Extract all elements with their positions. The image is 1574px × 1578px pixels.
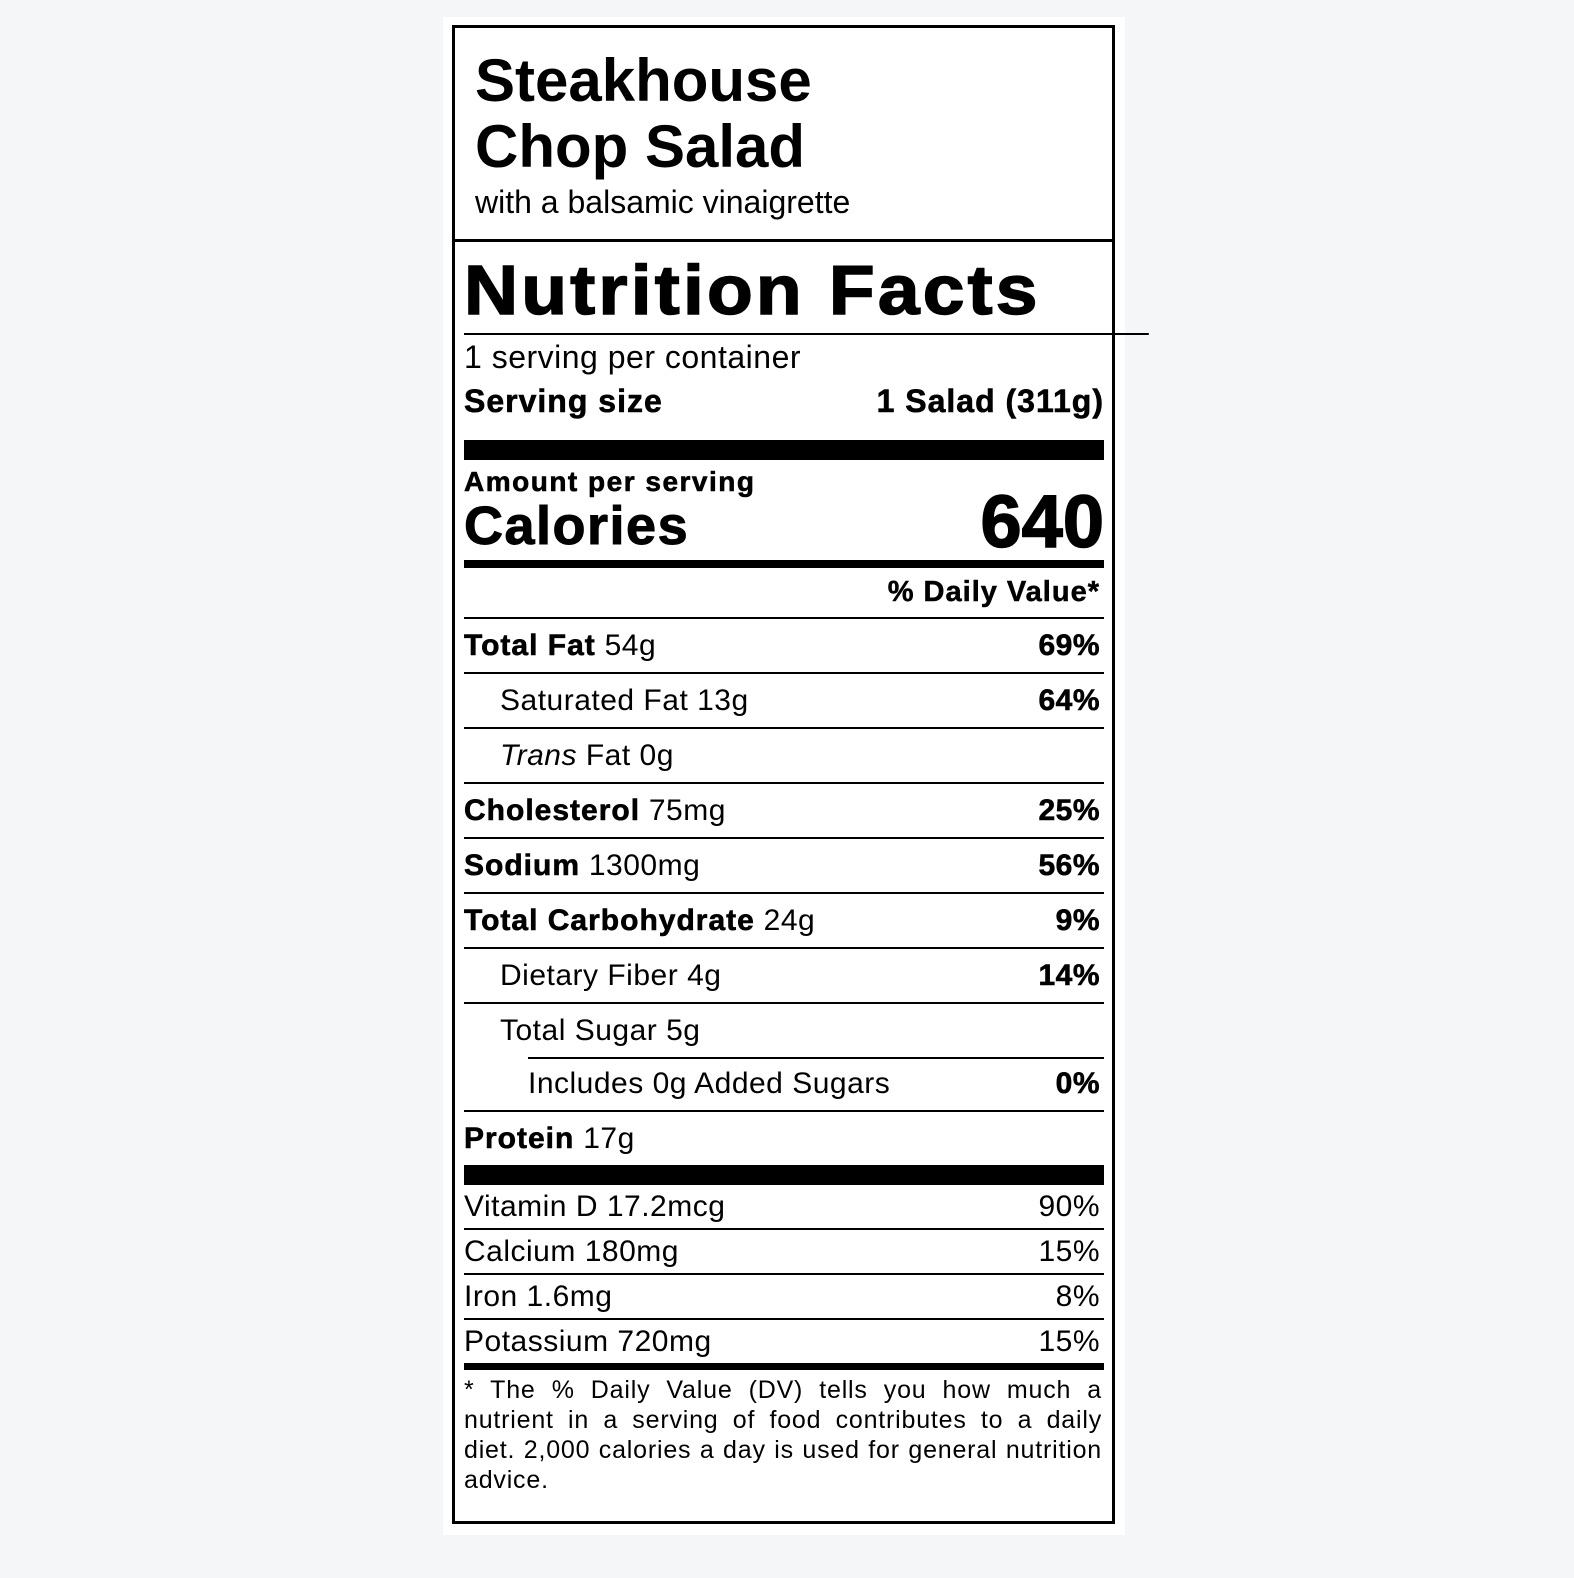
nutrient-text: Saturated Fat 13g (464, 684, 749, 718)
calories-label: Calories (463, 496, 690, 556)
nutrient-text: Cholesterol 75mg (464, 793, 726, 828)
nutrient-list: Total Fat 54g 69% Saturated Fat 13g 64% Tran… (464, 619, 1104, 1165)
vitamin-row: Potassium 720mg 15% (464, 1320, 1104, 1363)
nutrient-text: Protein 17g (464, 1121, 635, 1156)
nutrient-dv: 9% (1055, 903, 1100, 937)
nutrient-name: Total Fat (464, 628, 596, 662)
nutrient-text: Includes 0g Added Sugars (464, 1067, 890, 1101)
medium-rule (464, 560, 1104, 568)
nutrient-name-italic: Trans (500, 738, 577, 772)
nutrient-row: Total Sugar 5g (464, 1004, 1104, 1059)
nutrient-row: Cholesterol 75mg 25% (464, 784, 1104, 839)
label-box: Steakhouse Chop Salad with a balsamic vi… (452, 25, 1149, 1524)
card: Steakhouse Chop Salad with a balsamic vi… (443, 17, 1149, 1535)
vitamin-dv: 15% (1038, 1324, 1100, 1358)
nutrient-row: Dietary Fiber 4g 14% (464, 949, 1104, 1004)
thick-rule (464, 440, 1104, 460)
nutrient-dv: 14% (1038, 958, 1100, 992)
nutrient-name: Includes 0g Added Sugars (528, 1066, 891, 1100)
serving-size-row: Serving size 1 Salad (311g) (464, 379, 1104, 423)
vitamin-name: Vitamin D (464, 1189, 598, 1223)
nutrient-name: Sodium (464, 848, 580, 882)
daily-value-header: % Daily Value* (464, 568, 1104, 619)
nutrient-amount: 54g (604, 628, 657, 662)
product-subtitle: with a balsamic vinaigrette (475, 184, 851, 220)
nutrition-label: Nutrition Facts 1 serving per container … (463, 245, 1149, 1495)
product-title: Steakhouse Chop Salad (475, 47, 812, 180)
amount-per-serving: Amount per serving (464, 466, 756, 498)
calories-value: 640 (980, 480, 1105, 563)
nutrient-dv: 69% (1038, 628, 1100, 662)
vitamin-name: Iron (464, 1279, 518, 1313)
nutrient-row: Saturated Fat 13g 64% (464, 674, 1104, 729)
medium-rule (464, 1363, 1104, 1370)
nutrient-dv: 64% (1038, 683, 1100, 717)
nutrient-amount: 17g (583, 1121, 635, 1155)
vitamin-amount: 1.6mg (526, 1279, 613, 1313)
nutrient-row: Total Fat 54g 69% (464, 619, 1104, 674)
vitamin-name: Potassium (464, 1324, 609, 1358)
nutrient-row: Includes 0g Added Sugars 0% (464, 1057, 1104, 1112)
nutrient-name: Protein (464, 1121, 575, 1155)
nutrient-text: Sodium 1300mg (464, 848, 701, 883)
nutrient-row: Sodium 1300mg 56% (464, 839, 1104, 894)
nutrient-amount: 13g (697, 683, 749, 717)
nutrient-amount: 24g (763, 903, 816, 937)
nutrient-row: Total Carbohydrate 24g 9% (464, 894, 1104, 949)
nutrient-name: Saturated Fat (500, 683, 689, 717)
nutrient-text: Trans Fat 0g (464, 739, 674, 773)
serving-size: 1 Salad (311g) (876, 383, 1104, 420)
vitamin-amount: 17.2mcg (606, 1189, 726, 1223)
nutrient-text: Total Carbohydrate 24g (464, 903, 816, 938)
nutrient-row: Trans Fat 0g (464, 729, 1104, 784)
vitamin-dv: 90% (1038, 1189, 1100, 1223)
vitamin-text: Vitamin D 17.2mcg (464, 1190, 725, 1224)
calories-row: Calories 640 (463, 484, 1104, 560)
vitamin-row: Vitamin D 17.2mcg 90% (464, 1185, 1104, 1230)
nutrient-name: Cholesterol (464, 793, 641, 827)
nutrient-dv: 56% (1038, 848, 1100, 882)
vitamin-amount: 180mg (584, 1234, 679, 1268)
nutrient-name: Total Carbohydrate (464, 903, 755, 937)
product-header: Steakhouse Chop Salad with a balsamic vi… (455, 28, 1112, 242)
nutrient-amount: 0g (639, 738, 674, 772)
nutrient-name: Fat (585, 738, 631, 772)
nutrient-text: Total Fat 54g (464, 628, 657, 663)
nutrient-dv: 25% (1038, 793, 1100, 827)
vitamin-list: Vitamin D 17.2mcg 90% Calcium 180mg 15% Iron… (464, 1185, 1104, 1363)
vitamin-dv: 15% (1038, 1234, 1100, 1268)
nutrient-amount: 75mg (648, 793, 726, 827)
nutrient-name: Dietary Fiber (500, 958, 679, 992)
vitamin-name: Calcium (464, 1234, 576, 1268)
vitamin-amount: 720mg (617, 1324, 712, 1358)
nutrient-name: Total Sugar (500, 1013, 658, 1047)
nutrient-text: Dietary Fiber 4g (464, 959, 721, 993)
vitamin-text: Iron 1.6mg (464, 1280, 612, 1314)
serving-size-label: Serving size (464, 383, 663, 420)
nutrient-amount: 5g (666, 1013, 701, 1047)
nutrient-row: Protein 17g (464, 1112, 1104, 1165)
nutrient-dv: 0% (1055, 1066, 1100, 1100)
vitamin-text: Potassium 720mg (464, 1325, 712, 1359)
footnote: * The % Daily Value (DV) tells you how m… (464, 1376, 1102, 1494)
vitamin-dv: 8% (1055, 1279, 1100, 1313)
servings: 1 serving per container (464, 339, 802, 375)
nutrient-amount: 1300mg (588, 848, 701, 882)
nutrient-amount: 4g (687, 958, 722, 992)
label-heading: Nutrition Facts (463, 245, 1149, 335)
vitamin-row: Calcium 180mg 15% (464, 1230, 1104, 1275)
nutrient-text: Total Sugar 5g (464, 1014, 700, 1048)
thick-rule (464, 1165, 1104, 1185)
vitamin-text: Calcium 180mg (464, 1235, 679, 1269)
vitamin-row: Iron 1.6mg 8% (464, 1275, 1104, 1320)
